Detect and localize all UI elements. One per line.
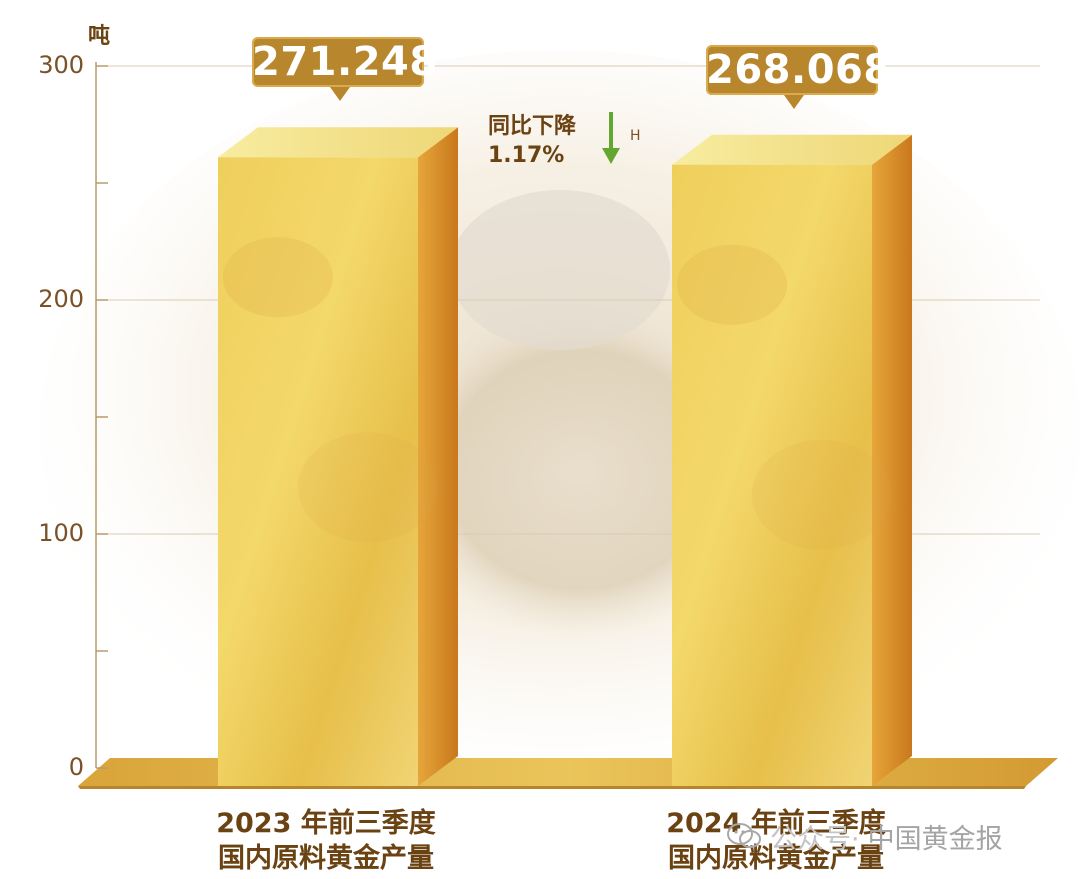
category-label-line: 国内原料黄金产量 bbox=[668, 843, 884, 874]
value-label-2024: 268.068 bbox=[706, 44, 892, 95]
bar-side-face bbox=[872, 134, 912, 786]
bar-texture bbox=[298, 432, 438, 543]
bar-side-face bbox=[418, 127, 458, 787]
source-watermark: 公众号· 中国黄金报 bbox=[726, 816, 1003, 856]
down-arrow-icon bbox=[602, 112, 620, 164]
category-label-line: 2023 年前三季度 bbox=[216, 808, 436, 839]
y-axis bbox=[95, 62, 108, 769]
bar-texture bbox=[677, 244, 787, 325]
annotation-side-mark: H bbox=[630, 128, 641, 144]
bar-front-face bbox=[672, 164, 872, 786]
bar-268.068 bbox=[672, 134, 912, 786]
y-tick-label: 100 bbox=[38, 519, 84, 547]
x-category-label-2023: 2023 年前三季度 国内原料黄金产量 bbox=[166, 806, 486, 876]
yoy-change-text: 同比下降 bbox=[488, 114, 577, 139]
wechat-icon bbox=[727, 823, 761, 848]
y-tick-label: 200 bbox=[38, 285, 84, 313]
bar-texture bbox=[752, 439, 892, 550]
bar-271.248 bbox=[218, 127, 458, 787]
bar-top-face bbox=[218, 127, 458, 158]
bar-top-face bbox=[672, 134, 912, 165]
watermark-text: 中国黄金报 bbox=[867, 823, 1003, 855]
value-label-pointer bbox=[784, 94, 804, 109]
floor-edge bbox=[78, 786, 1026, 789]
bar-front-face bbox=[218, 157, 418, 787]
y-axis-unit: 吨 bbox=[88, 24, 111, 49]
watermark-prefix: 公众号· bbox=[770, 823, 860, 855]
bars bbox=[218, 127, 912, 787]
category-label-line: 国内原料黄金产量 bbox=[218, 843, 434, 874]
yoy-change-annotation: 同比下降 1.17% bbox=[488, 112, 576, 170]
category-label-line: 2024 年前三季度 bbox=[666, 808, 886, 839]
y-tick-label: 0 bbox=[68, 753, 84, 781]
yoy-change-percent: 1.17% bbox=[488, 143, 565, 168]
y-tick-label: 300 bbox=[38, 51, 84, 79]
bar-texture bbox=[223, 237, 333, 318]
value-label-2023: 271.248 bbox=[252, 37, 438, 88]
value-label-pointer bbox=[330, 87, 350, 102]
x-category-label-2024: 2024 年前三季度 国内原料黄金产量 bbox=[616, 806, 936, 876]
